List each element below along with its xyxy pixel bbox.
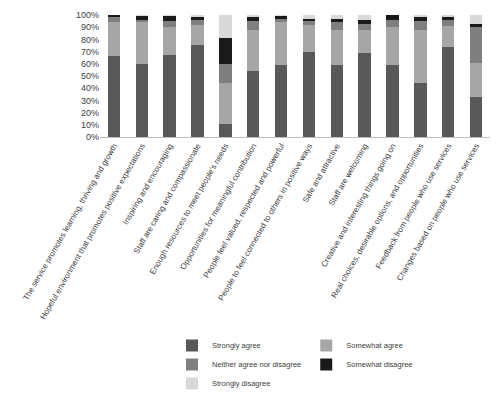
svg-text:People feel valued, respected: People feel valued, respected and powerf…	[202, 142, 287, 280]
svg-text:Staff are caring and compassio: Staff are caring and compassionate	[132, 142, 203, 256]
svg-text:Enough resources to meet peopl: Enough resources to meet people's needs	[148, 142, 231, 276]
svg-text:0%: 0%	[86, 132, 99, 142]
svg-text:Neither agree nor disagree: Neither agree nor disagree	[212, 360, 301, 369]
svg-text:People to feel connected to ot: People to feel connected to others in po…	[216, 142, 314, 302]
svg-text:Somewhat disagree: Somewhat disagree	[346, 360, 412, 369]
svg-text:The service promotes learning,: The service promotes learning, thriving …	[22, 142, 120, 302]
svg-text:Creative and interesting thing: Creative and interesting things going on	[319, 142, 397, 269]
svg-text:Staff are welcoming: Staff are welcoming	[327, 142, 370, 207]
svg-text:100%: 100%	[76, 10, 99, 20]
svg-text:Feedback from people who use s: Feedback from people who use services	[374, 142, 453, 271]
svg-text:10%: 10%	[81, 120, 99, 130]
svg-text:70%: 70%	[81, 47, 99, 57]
svg-text:50%: 50%	[81, 71, 99, 81]
svg-text:90%: 90%	[81, 22, 99, 32]
svg-text:Inspiring and encouraging: Inspiring and encouraging	[121, 142, 175, 226]
svg-text:Safe and attractive: Safe and attractive	[301, 142, 342, 205]
svg-text:Real choices, desirable option: Real choices, desirable options, and opp…	[329, 142, 425, 299]
svg-text:80%: 80%	[81, 35, 99, 45]
svg-text:60%: 60%	[81, 59, 99, 69]
svg-text:30%: 30%	[81, 96, 99, 106]
svg-text:Strongly disagree: Strongly disagree	[212, 379, 270, 388]
svg-text:Strongly agree: Strongly agree	[212, 341, 261, 350]
svg-text:40%: 40%	[81, 83, 99, 93]
svg-text:Opportunities for meaningful c: Opportunities for meaningful contributio…	[179, 142, 259, 271]
svg-text:Hopeful environment that promo: Hopeful environment that promotes positi…	[38, 142, 147, 321]
svg-text:Changes based on people who us: Changes based on people who use services	[395, 142, 481, 282]
svg-text:20%: 20%	[81, 108, 99, 118]
svg-text:Somewhat agree: Somewhat agree	[346, 341, 403, 350]
